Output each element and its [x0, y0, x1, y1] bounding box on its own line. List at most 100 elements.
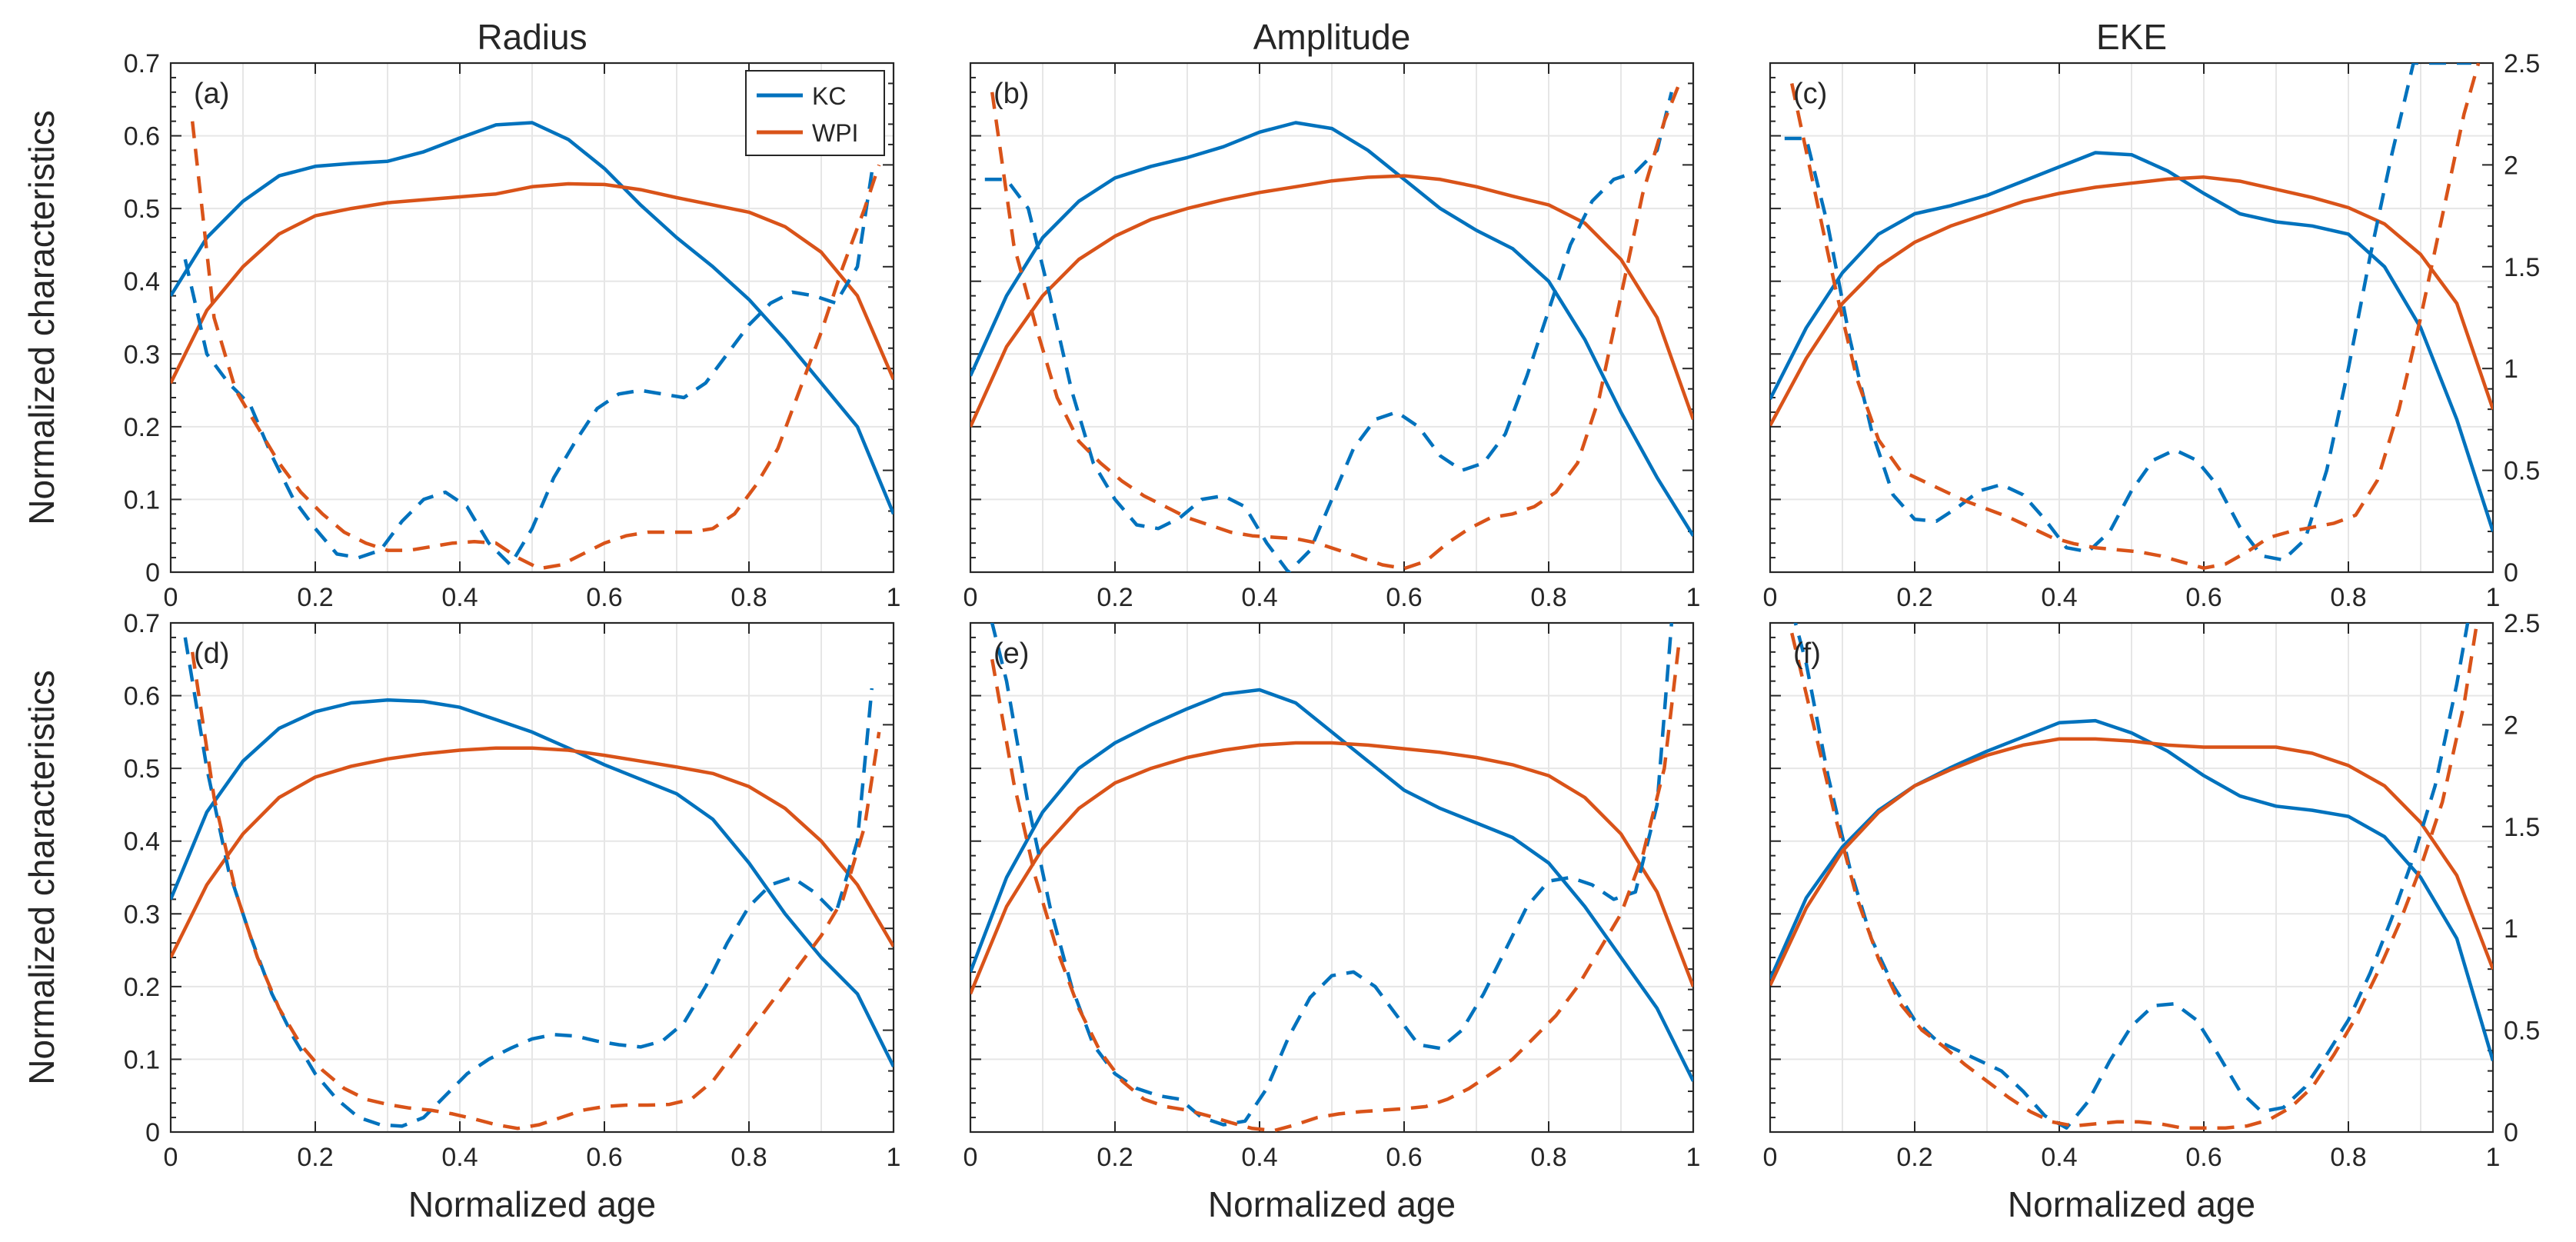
column-title: EKE	[2096, 17, 2167, 57]
y-tick-label: 0.2	[124, 413, 160, 442]
x-tick-label: 0.4	[441, 1143, 478, 1172]
y-tick-label: 0.2	[124, 973, 160, 1002]
y-tick-label: 0.6	[124, 122, 160, 152]
x-tick-label: 0.6	[586, 583, 622, 612]
y-axis-label: Normalized characteristics	[22, 110, 62, 524]
y-tick-label: 0.7	[124, 49, 160, 78]
series-line-kc-dashed	[183, 637, 874, 1128]
x-tick-label: 0.2	[1896, 583, 1932, 612]
axes-box	[1769, 621, 2494, 1134]
series-line-wpi-solid	[970, 174, 1693, 428]
x-tick-label: 0.4	[1241, 1143, 1277, 1172]
x-tick-label: 0.2	[297, 583, 333, 612]
panel-label: (a)	[194, 78, 229, 110]
y-tick-label: 0.1	[124, 485, 160, 514]
series-group	[1770, 63, 2493, 570]
y2-tick-label: 2	[2504, 151, 2518, 180]
x-tick-label: 0.8	[1530, 1143, 1566, 1172]
x-tick-label: 0.2	[1896, 1143, 1932, 1172]
axes-box	[169, 62, 895, 574]
y2-tick-label: 0	[2504, 1118, 2518, 1147]
y2-tick-label: 2.5	[2504, 49, 2540, 78]
axes-box	[1769, 62, 2494, 574]
x-tick-label: 0.8	[1530, 583, 1566, 612]
y2-tick-label: 0.5	[2504, 457, 2540, 486]
series-line-wpi-solid	[1770, 737, 2493, 987]
y2-tick-label: 0.5	[2504, 1017, 2540, 1046]
y-axis-label: Normalized characteristics	[22, 670, 62, 1084]
x-axis-label: Normalized age	[1208, 1184, 1456, 1224]
axes-box	[969, 621, 1695, 1134]
x-tick-label: 1	[887, 583, 901, 612]
axes-box	[969, 62, 1695, 574]
series-group	[171, 637, 894, 1130]
x-axis-label: Normalized age	[2008, 1184, 2255, 1224]
panel-label: (d)	[194, 638, 229, 670]
x-tick-label: 1	[1686, 1143, 1701, 1172]
series-line-wpi-dashed	[1789, 63, 2481, 570]
x-tick-label: 0	[164, 583, 178, 612]
series-line-kc-solid	[171, 698, 894, 1067]
x-tick-label: 0.4	[2041, 583, 2077, 612]
x-tick-label: 0.4	[441, 583, 478, 612]
y-tick-label: 0.4	[124, 827, 160, 857]
x-tick-label: 0	[964, 583, 978, 612]
series-line-wpi-dashed	[190, 121, 881, 571]
series-line-kc-dashed	[1784, 63, 2471, 562]
series-line-wpi-dashed	[990, 84, 1681, 571]
panel-f	[1769, 621, 2494, 1134]
y-tick-label: 0.4	[124, 268, 160, 297]
series-line-kc-solid	[970, 688, 1693, 1082]
y2-tick-label: 1	[2504, 914, 2518, 944]
panel-b	[969, 62, 1695, 574]
series-line-kc-dashed	[1793, 623, 2470, 1130]
x-tick-label: 0	[964, 1143, 978, 1172]
x-tick-label: 0.4	[1241, 583, 1277, 612]
y-tick-label: 0	[145, 558, 160, 588]
series-line-kc-dashed	[990, 623, 1674, 1127]
series-line-kc-solid	[171, 121, 894, 515]
series-line-kc-solid	[970, 121, 1693, 537]
series-line-wpi-solid	[171, 746, 894, 959]
x-tick-label: 0	[1763, 583, 1778, 612]
legend-label-wpi: WPI	[812, 119, 858, 147]
y-tick-label: 0.6	[124, 682, 160, 711]
x-tick-label: 0.4	[2041, 1143, 2077, 1172]
x-tick-label: 1	[2486, 583, 2501, 612]
panel-label: (b)	[993, 78, 1029, 110]
x-tick-label: 0.6	[1386, 583, 1422, 612]
x-tick-label: 0.8	[731, 583, 767, 612]
series-group	[1770, 623, 2493, 1130]
series-group	[970, 84, 1693, 572]
y2-tick-label: 2.5	[2504, 609, 2540, 638]
series-line-wpi-dashed	[190, 651, 881, 1130]
y-tick-label: 0.5	[124, 195, 160, 224]
y2-tick-label: 1.5	[2504, 253, 2540, 282]
x-tick-label: 0.2	[297, 1143, 333, 1172]
x-tick-label: 1	[1686, 583, 1701, 612]
x-tick-label: 0.6	[2185, 583, 2222, 612]
x-tick-label: 0.2	[1097, 1143, 1133, 1172]
column-title: Radius	[477, 17, 587, 57]
x-tick-label: 0.6	[2185, 1143, 2222, 1172]
panel-label: (f)	[1793, 638, 1821, 670]
series-group	[970, 623, 1693, 1132]
series-line-wpi-solid	[171, 181, 894, 385]
column-title: Amplitude	[1253, 17, 1411, 57]
y-tick-label: 0.1	[124, 1045, 160, 1074]
panel-label: (e)	[993, 638, 1029, 670]
x-tick-label: 1	[887, 1143, 901, 1172]
y-tick-label: 0.7	[124, 609, 160, 638]
panel-label: (c)	[1793, 78, 1827, 110]
series-line-wpi-solid	[970, 741, 1693, 995]
series-line-wpi-solid	[1770, 175, 2493, 427]
y2-tick-label: 2	[2504, 711, 2518, 740]
x-tick-label: 0.2	[1097, 583, 1133, 612]
y2-tick-label: 0	[2504, 558, 2518, 588]
legend-box	[745, 70, 885, 156]
x-tick-label: 0.8	[731, 1143, 767, 1172]
panel-e	[969, 621, 1695, 1134]
y-tick-label: 0.3	[124, 900, 160, 929]
x-tick-label: 0.8	[2330, 1143, 2366, 1172]
